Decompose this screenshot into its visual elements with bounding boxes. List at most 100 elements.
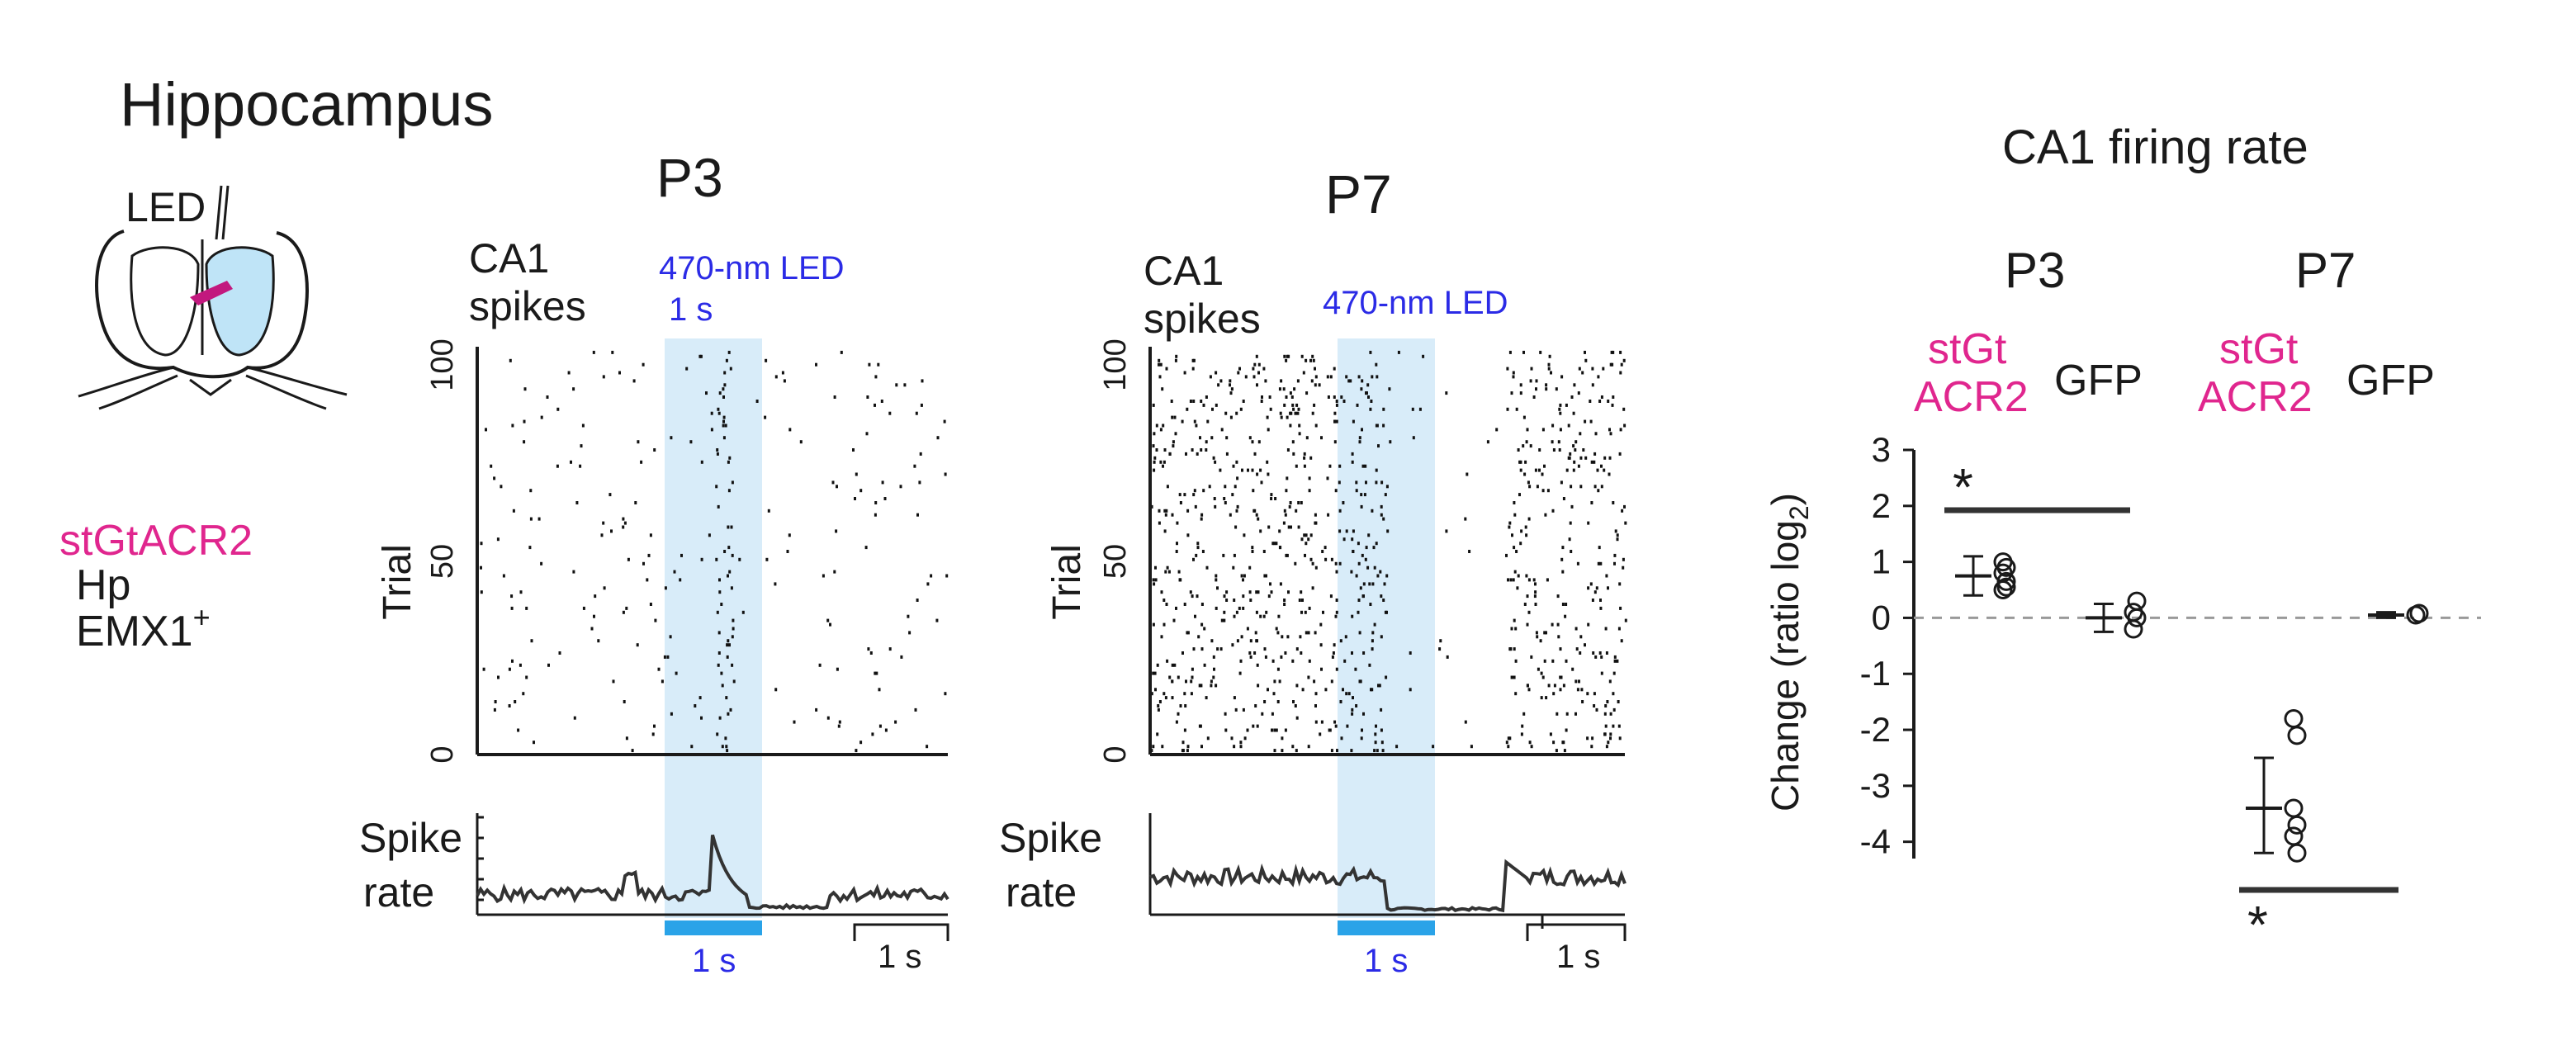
panel-summary: CA1 firing rate P3 P7 stGt ACR2 GFP stGt…: [1764, 121, 2481, 954]
spike-tick: [1612, 724, 1615, 728]
spike-tick: [1395, 745, 1399, 749]
spike-tick: [710, 411, 713, 415]
spike-tick: [1363, 493, 1366, 497]
spike-tick: [781, 371, 784, 375]
spike-tick: [884, 728, 888, 732]
spike-tick: [540, 561, 543, 565]
spike-tick: [519, 663, 522, 667]
spike-tick: [1253, 452, 1257, 456]
spike-tick: [1561, 603, 1565, 606]
spike-tick: [1214, 504, 1217, 509]
spike-tick: [1377, 444, 1380, 448]
spike-tick: [866, 395, 869, 399]
spike-tick: [1338, 464, 1342, 468]
spike-tick: [1541, 472, 1544, 476]
spike-tick: [1190, 679, 1193, 684]
spike-tick: [1255, 590, 1258, 594]
spike-tick: [1366, 383, 1370, 387]
spike-tick: [1565, 403, 1568, 407]
ytick-0-p3: 0: [425, 745, 460, 763]
spike-tick: [1256, 724, 1259, 728]
spike-tick: [1385, 485, 1389, 489]
spike-tick: [1267, 472, 1270, 476]
spike-tick: [1208, 485, 1211, 489]
spike-tick: [1510, 675, 1513, 679]
spike-tick: [1620, 639, 1623, 643]
spike-tick: [1605, 651, 1608, 655]
spike-tick: [718, 578, 721, 582]
spike-tick: [1312, 358, 1315, 362]
spike-tick: [1560, 557, 1564, 561]
spike-tick: [1217, 383, 1220, 387]
spike-tick: [1565, 603, 1568, 606]
spike-tick: [1239, 659, 1243, 663]
spike-tick: [1371, 509, 1374, 513]
spike-tick: [1164, 513, 1167, 517]
spike-tick: [1522, 712, 1526, 716]
spike-tick: [1268, 395, 1271, 399]
led-bar-p7: [1338, 920, 1435, 935]
spike-tick: [1160, 635, 1163, 639]
scale-bar-p7: [1449, 913, 1627, 941]
spike-tick: [1219, 647, 1223, 651]
spike-tick: [717, 663, 720, 667]
spike-tick: [1349, 379, 1352, 383]
spike-tick: [1551, 509, 1555, 513]
spike-tick: [1333, 720, 1337, 724]
spike-tick: [700, 460, 703, 464]
spike-tick: [1382, 424, 1385, 428]
spike-tick: [1265, 574, 1267, 578]
spike-tick: [1328, 464, 1332, 468]
spike-tick: [1532, 578, 1536, 582]
spike-tick: [1175, 720, 1178, 724]
spike-tick: [1161, 387, 1164, 391]
spike-tick: [1288, 504, 1291, 509]
spike-tick: [1205, 440, 1208, 444]
spike-tick: [1545, 387, 1548, 391]
spike-tick: [1438, 647, 1442, 651]
spike-tick: [1152, 444, 1155, 448]
spike-tick: [1376, 424, 1379, 428]
spike-tick: [508, 704, 511, 707]
spike-tick: [1256, 472, 1259, 476]
spike-tick: [1181, 419, 1184, 424]
spike-tick: [728, 456, 732, 460]
spike-tick: [1584, 643, 1586, 647]
spike-tick: [1621, 509, 1624, 513]
spike-tick: [1373, 622, 1376, 627]
spike-tick: [1276, 631, 1280, 635]
spike-tick: [829, 622, 831, 627]
spike-tick: [1540, 696, 1543, 700]
spike-tick: [1593, 692, 1596, 696]
spike-tick: [1371, 647, 1374, 651]
spike-tick: [1505, 741, 1508, 745]
spike-tick: [1618, 736, 1622, 741]
spike-tick: [1158, 358, 1161, 362]
spike-tick: [1516, 586, 1519, 590]
cond-opsin-l1-p7: stGt: [2219, 325, 2299, 373]
spike-tick: [755, 400, 759, 403]
spike-tick: [485, 428, 487, 432]
spike-tick: [675, 671, 678, 675]
spikes-label-line1-p3: CA1: [469, 235, 549, 282]
spike-tick: [1163, 599, 1166, 602]
spike-tick: [1225, 452, 1229, 456]
spike-tick: [1197, 635, 1200, 639]
spike-tick: [1579, 635, 1583, 639]
spike-tick: [1338, 480, 1341, 485]
summary-data: [1955, 552, 2429, 863]
spike-tick: [774, 688, 778, 692]
spike-tick: [1214, 460, 1217, 464]
spike-tick: [727, 350, 731, 354]
spike-tick: [1607, 586, 1609, 590]
spike-tick: [1506, 367, 1509, 371]
spike-tick: [1513, 618, 1516, 622]
spike-tick: [1579, 432, 1582, 436]
spike-tick: [1213, 667, 1215, 671]
spike-tick: [496, 537, 500, 542]
spike-tick: [1604, 704, 1608, 707]
spike-tick: [1617, 724, 1621, 728]
spike-tick: [1286, 553, 1289, 557]
led-duration-top-p3: 1 s: [669, 291, 713, 328]
spike-tick: [642, 362, 645, 367]
